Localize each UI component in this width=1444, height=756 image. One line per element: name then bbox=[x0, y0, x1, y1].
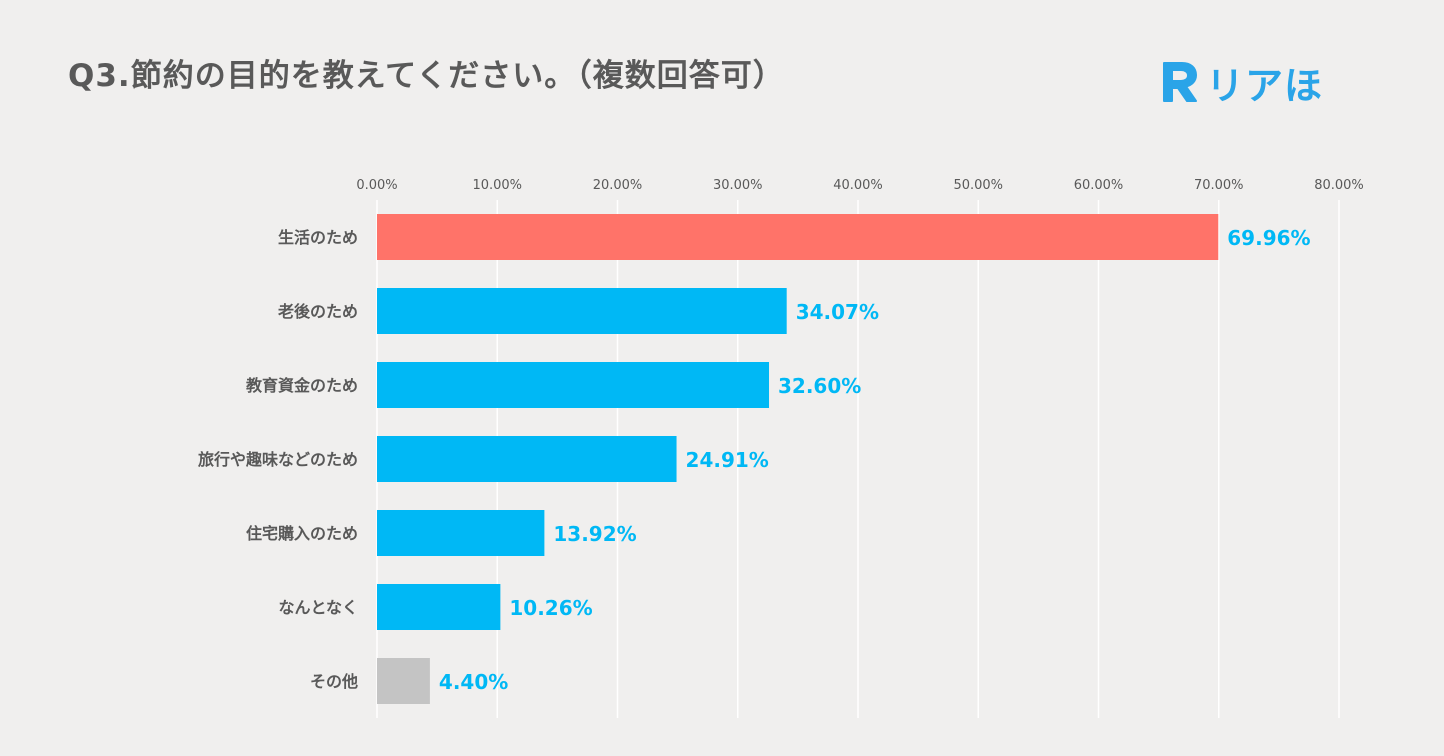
x-tick-label: 0.00% bbox=[356, 178, 397, 193]
category-label: 老後のため bbox=[277, 302, 358, 321]
value-label: 69.96% bbox=[1227, 226, 1310, 250]
category-label: その他 bbox=[310, 672, 358, 691]
value-labels: 69.96% 34.07% 32.60% 24.91% 13.92% 10.26% 4.40… bbox=[439, 226, 1311, 694]
value-label: 24.91% bbox=[686, 448, 769, 472]
x-tick-label: 30.00% bbox=[713, 178, 763, 193]
category-label: なんとなく bbox=[278, 598, 358, 617]
bar bbox=[377, 362, 770, 408]
value-label: 10.26% bbox=[509, 596, 592, 620]
x-tick-label: 80.00% bbox=[1314, 178, 1364, 193]
x-tick-label: 20.00% bbox=[593, 178, 643, 193]
category-label: 旅行や趣味などのため bbox=[198, 450, 358, 469]
x-axis-ticks: 0.00% 10.00% 20.00% 30.00% 40.00% 50.00% 60.00… bbox=[356, 178, 1363, 193]
brand-logo: リアほ bbox=[1158, 56, 1323, 108]
category-label: 生活のため bbox=[278, 228, 358, 247]
chart-title: Q3.節約の目的を教えてください。（複数回答可） bbox=[68, 58, 785, 94]
x-tick-label: 60.00% bbox=[1074, 178, 1124, 193]
value-label: 4.40% bbox=[439, 670, 508, 694]
value-label: 32.60% bbox=[778, 374, 861, 398]
bar bbox=[377, 214, 1219, 260]
x-tick-label: 70.00% bbox=[1194, 178, 1244, 193]
logo-text: リアほ bbox=[1206, 63, 1324, 108]
bar bbox=[377, 436, 677, 482]
bar bbox=[377, 584, 501, 630]
r-logo-icon bbox=[1163, 62, 1197, 102]
category-label: 住宅購入のため bbox=[246, 524, 358, 543]
x-tick-label: 50.00% bbox=[953, 178, 1003, 193]
value-label: 34.07% bbox=[796, 300, 879, 324]
bar bbox=[377, 658, 430, 704]
category-labels: 生活のため老後のため教育資金のため旅行や趣味などのため住宅購入のためなんとなくそ… bbox=[198, 228, 358, 691]
bar bbox=[377, 510, 545, 556]
bars bbox=[377, 214, 1219, 704]
bar bbox=[377, 288, 787, 334]
category-label: 教育資金のため bbox=[246, 376, 358, 395]
x-tick-label: 10.00% bbox=[472, 178, 522, 193]
value-label: 13.92% bbox=[553, 522, 636, 546]
x-tick-label: 40.00% bbox=[833, 178, 883, 193]
